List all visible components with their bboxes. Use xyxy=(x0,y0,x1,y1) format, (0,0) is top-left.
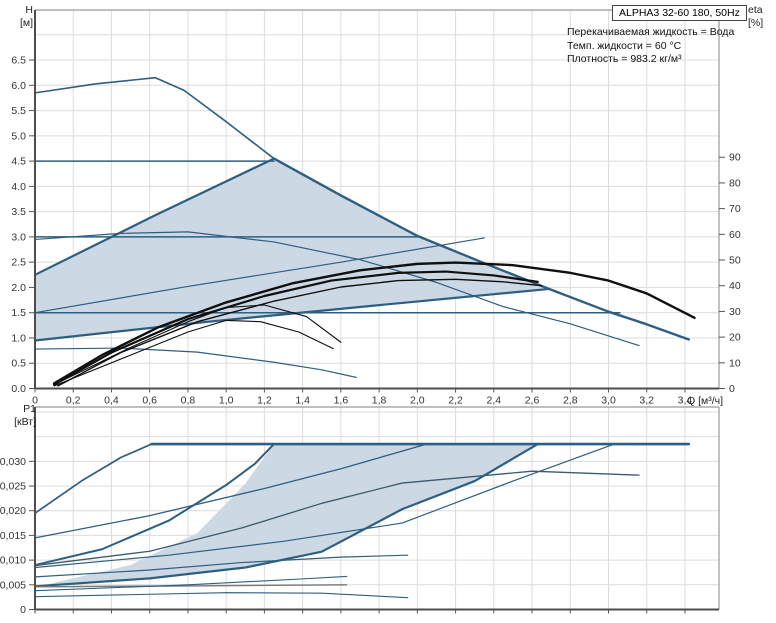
y-left-tick-label: 0,020 xyxy=(0,505,26,517)
y-left-tick-label: 6.0 xyxy=(11,80,26,92)
y-left-tick-label: 0,005 xyxy=(0,579,26,591)
y-left-tick-label: 0,030 xyxy=(0,456,26,468)
eta-curve-max xyxy=(52,261,696,385)
p1-curve-low1 xyxy=(34,554,409,578)
p1-autoadapt-left xyxy=(34,443,275,567)
p1-axis-unit: P1 [кВт] xyxy=(0,403,36,429)
x-tick-label: 3,2 xyxy=(639,395,654,407)
p1-curve-low2 xyxy=(34,575,348,592)
x-tick-label: 3,0 xyxy=(601,395,616,407)
hq-gridlines xyxy=(35,10,719,389)
p1-axis-unit-line2: [кВт] xyxy=(14,416,36,428)
p1-chart: 0 0,005 0,010 0,015 0,020 0,025 0,030 xyxy=(0,406,720,616)
hq-series xyxy=(33,76,696,387)
hq-chart: 0 0,2 0,4 0,6 0,8 1,0 1,2 1,4 1,6 1,8 2,0 2,2 2,4 2,6… xyxy=(11,9,741,407)
autoadapt-min-limit xyxy=(33,287,551,342)
p1-frame xyxy=(34,406,720,611)
x-tick-label: 1,0 xyxy=(219,395,234,407)
eta-axis-unit-line2: [%] xyxy=(748,17,764,29)
eta-curve-2 xyxy=(53,270,539,386)
p1-speed-i-flat xyxy=(34,584,348,588)
autoadapt-prop-limit xyxy=(33,157,276,276)
y-left-tick-label: 0,015 xyxy=(0,530,26,542)
eta-speed-i xyxy=(53,319,334,387)
pump-title-box: ALPHA3 32-60 180, 50Hz xyxy=(612,5,747,21)
q-axis-unit: Q [м³/ч] xyxy=(687,395,724,407)
y-left-tick-label: 0,025 xyxy=(0,481,26,493)
y-right-tick-label: 80 xyxy=(729,177,741,189)
speed-i-curve xyxy=(34,347,357,378)
y-left-tick-label: 4.0 xyxy=(11,181,26,193)
prop-pressure-mid xyxy=(34,237,485,314)
eta-speed-ii xyxy=(53,304,342,386)
fluid-info-block: Перекачиваемая жидкость = Вода Темп. жид… xyxy=(567,26,734,67)
y-right-tick-label: 30 xyxy=(729,306,741,318)
x-tick-label: 0 xyxy=(32,395,38,407)
x-tick-label: 0,4 xyxy=(104,395,119,407)
h-axis-unit-line1: H xyxy=(25,4,33,16)
x-tick-label: 3,4 xyxy=(678,395,693,407)
x-tick-label: 1,4 xyxy=(295,395,310,407)
p1-autoadapt-lower xyxy=(33,442,539,588)
info-density: Плотность = 983.2 кг/м³ xyxy=(567,53,682,65)
eta-axis-unit-line1: eta xyxy=(748,4,763,16)
hq-frame xyxy=(34,9,720,390)
x-tick-label: 2,6 xyxy=(525,395,540,407)
y-left-tick-label: 5.5 xyxy=(11,105,26,117)
max-speed-curve xyxy=(34,76,275,160)
p1-curve-thin xyxy=(34,443,615,569)
p1-ticks: 0 0,005 0,010 0,015 0,020 0,025 0,030 xyxy=(0,456,686,616)
hq-operating-range xyxy=(35,158,550,341)
h-axis-unit: H [м] xyxy=(0,4,33,30)
y-right-tick-label: 50 xyxy=(729,255,741,267)
y-left-tick-label: 3.0 xyxy=(11,231,26,243)
y-right-tick-label: 70 xyxy=(729,203,741,215)
info-temperature: Темп. жидкости = 60 °C xyxy=(567,39,682,52)
y-left-tick-label: 0 xyxy=(20,604,26,616)
y-right-tick-label: 90 xyxy=(729,152,741,164)
x-tick-label: 0,2 xyxy=(66,395,81,407)
p1-axis-unit-line1: P1 xyxy=(23,403,36,415)
y-left-tick-label: 4.5 xyxy=(11,156,26,168)
x-tick-label: 2,2 xyxy=(448,395,463,407)
speed-ii-curve xyxy=(34,231,640,347)
y-left-tick-label: 2.5 xyxy=(11,257,26,269)
y-left-tick-label: 3.5 xyxy=(11,206,26,218)
x-tick-label: 2,4 xyxy=(486,395,501,407)
eta-curve-3 xyxy=(57,278,543,387)
p1-operating-range xyxy=(40,444,538,586)
p1-speed-iii-rise xyxy=(34,443,153,515)
y-left-tick-label: 0.5 xyxy=(11,358,26,370)
y-left-tick-label: 1.5 xyxy=(11,307,26,319)
y-left-tick-label: 0,010 xyxy=(0,555,26,567)
x-tick-label: 1,6 xyxy=(334,395,349,407)
p1-curve-mid xyxy=(34,443,428,539)
y-left-tick-label: 0.0 xyxy=(11,383,26,395)
y-right-tick-label: 40 xyxy=(729,280,741,292)
p1-curve-low3 xyxy=(34,592,409,599)
hq-ticks: 0 0,2 0,4 0,6 0,8 1,0 1,2 1,4 1,6 1,8 2,0 2,2 2,4 2,6… xyxy=(11,55,740,407)
eta-axis-unit: eta [%] xyxy=(748,4,776,30)
y-left-tick-label: 5.0 xyxy=(11,130,26,142)
x-tick-label: 1,2 xyxy=(257,395,272,407)
x-tick-label: 0,6 xyxy=(142,395,157,407)
p1-series xyxy=(33,442,691,599)
info-fluid: Перекачиваемая жидкость = Вода xyxy=(567,26,735,38)
y-right-tick-label: 60 xyxy=(729,229,741,241)
x-tick-label: 2,0 xyxy=(410,395,425,407)
x-tick-label: 0,8 xyxy=(181,395,196,407)
y-right-tick-label: 20 xyxy=(729,332,741,344)
autoadapt-max-limit xyxy=(272,157,690,341)
x-tick-label: 1,8 xyxy=(372,395,387,407)
h-axis-unit-line2: [м] xyxy=(19,17,33,29)
p1-max-curve xyxy=(34,470,640,567)
y-left-tick-label: 6.5 xyxy=(11,55,26,67)
y-left-tick-label: 1.0 xyxy=(11,332,26,344)
y-right-tick-label: 0 xyxy=(729,383,735,395)
x-tick-label: 2,8 xyxy=(563,395,578,407)
y-right-tick-label: 10 xyxy=(729,357,741,369)
y-left-tick-label: 2.0 xyxy=(11,282,26,294)
